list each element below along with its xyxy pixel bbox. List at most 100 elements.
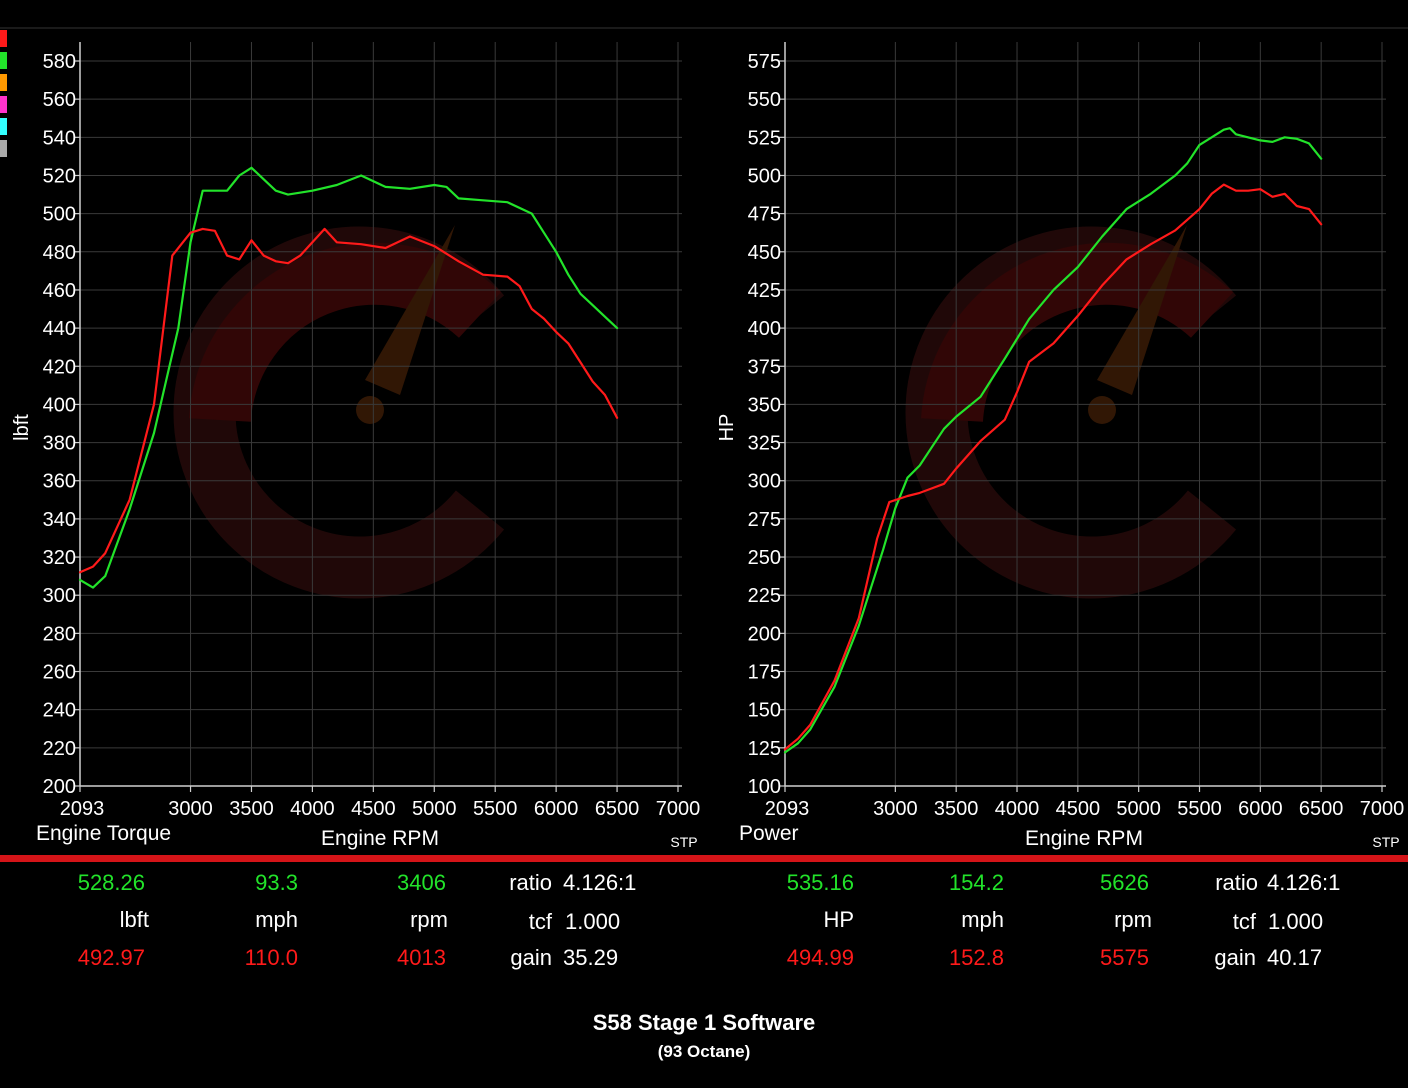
x-tick-label: 6000 xyxy=(1238,798,1283,820)
y-tick-label: 200 xyxy=(748,623,781,645)
y-tick-label: 225 xyxy=(748,585,781,607)
torque-ratio-label: ratio xyxy=(509,870,552,895)
power-b-rpm: 5575 xyxy=(1100,945,1149,970)
series-line-red xyxy=(78,227,619,574)
y-tick-label: 100 xyxy=(748,776,781,798)
y-tick-label: 540 xyxy=(43,127,76,149)
x-tick-label: 2093 xyxy=(60,798,105,820)
y-tick-label: 220 xyxy=(43,738,76,760)
torque-a-rpm: 3406 xyxy=(397,870,446,895)
power-stats: 535.16 154.2 5626 ratio 4.126:1 HP mph r… xyxy=(704,868,1408,978)
y-tick-label: 175 xyxy=(748,662,781,684)
torque-gain-value: 35.29 xyxy=(563,945,619,970)
torque-ratio-value: 4.126:1 xyxy=(563,870,637,895)
power-unit: HP xyxy=(823,907,854,932)
x-tick-label: 4500 xyxy=(351,798,396,820)
y-tick-label: 425 xyxy=(748,280,781,302)
legend-swatch xyxy=(0,118,7,135)
power-chart: 100 125 150 175 200 225 250 275 300 325 350 375 400 4… xyxy=(716,42,1404,850)
power-a-rpm: 5626 xyxy=(1100,870,1149,895)
y-tick-label: 380 xyxy=(43,433,76,455)
y-tick-label: 560 xyxy=(43,89,76,111)
power-gain-value: 40.17 xyxy=(1267,945,1323,970)
x-tick-label: 3500 xyxy=(229,798,274,820)
power-tcf-label: tcf xyxy=(1232,909,1256,934)
series-line-green xyxy=(78,166,619,589)
y-tick-label: 350 xyxy=(748,394,781,416)
torque-a-peak: 528.26 xyxy=(77,870,145,895)
x-tick-label: 2093 xyxy=(765,798,810,820)
torque-speed-unit: mph xyxy=(255,907,298,932)
x-tick-label: 4500 xyxy=(1056,798,1101,820)
y-tick-label: 340 xyxy=(43,509,76,531)
y-tick-label: 360 xyxy=(43,471,76,493)
divider-bar xyxy=(0,855,1408,862)
power-b-mph: 152.8 xyxy=(948,945,1004,970)
y-tick-label: 475 xyxy=(748,204,781,226)
legend-swatch xyxy=(0,30,7,47)
y-tick-label: 550 xyxy=(748,89,781,111)
power-a-mph: 154.2 xyxy=(948,870,1004,895)
y-tick-label: 300 xyxy=(43,585,76,607)
torque-a-mph: 93.3 xyxy=(255,870,298,895)
y-tick-label: 375 xyxy=(748,356,781,378)
x-tick-label: 6500 xyxy=(1299,798,1344,820)
y-tick-label: 275 xyxy=(748,509,781,531)
x-tick-label: 5500 xyxy=(1177,798,1222,820)
run-title: S58 Stage 1 Software xyxy=(592,1010,816,1035)
y-tick-label: 325 xyxy=(748,433,781,455)
torque-b-mph: 110.0 xyxy=(244,945,298,970)
x-tick-label: 5000 xyxy=(1116,798,1161,820)
x-tick-label: 3000 xyxy=(168,798,213,820)
torque-b-rpm: 4013 xyxy=(397,945,446,970)
power-b-peak: 494.99 xyxy=(786,945,854,970)
y-tick-label: 320 xyxy=(43,547,76,569)
torque-gain-label: gain xyxy=(510,945,552,970)
y-tick-label: 460 xyxy=(43,280,76,302)
x-axis-label: Engine RPM xyxy=(321,827,439,850)
y-tick-label: 500 xyxy=(748,165,781,187)
x-tick-label: 6000 xyxy=(534,798,579,820)
legend-swatch xyxy=(0,74,7,91)
y-tick-label: 500 xyxy=(43,204,76,226)
power-ratio-label: ratio xyxy=(1215,870,1258,895)
x-tick-label: 3000 xyxy=(873,798,918,820)
y-tick-label: 250 xyxy=(748,547,781,569)
stp-label: STP xyxy=(670,834,697,850)
y-tick-label: 525 xyxy=(748,127,781,149)
power-tcf-value: 1.000 xyxy=(1268,909,1324,934)
series-line-red xyxy=(783,183,1323,751)
chart-title: Engine Torque xyxy=(36,822,171,845)
run-subtitle: (93 Octane) xyxy=(657,1042,751,1061)
x-tick-label: 4000 xyxy=(995,798,1040,820)
y-tick-label: 450 xyxy=(748,242,781,264)
x-tick-label: 3500 xyxy=(934,798,979,820)
chart-title: Power xyxy=(739,822,799,845)
power-a-peak: 535.16 xyxy=(786,870,854,895)
x-tick-label: 7000 xyxy=(656,798,701,820)
y-tick-label: 480 xyxy=(43,242,76,264)
legend-swatch xyxy=(0,140,7,157)
watermark-logo xyxy=(905,225,1237,599)
y-tick-label: 520 xyxy=(43,165,76,187)
y-tick-label: 260 xyxy=(43,662,76,684)
torque-stats: 528.26 93.3 3406 ratio 4.126:1 lbft mph … xyxy=(0,868,704,978)
y-tick-label: 575 xyxy=(748,51,781,73)
torque-unit: lbft xyxy=(119,907,149,932)
y-axis-label: lbft xyxy=(11,414,33,441)
legend-swatch xyxy=(0,96,7,113)
power-speed-unit: mph xyxy=(961,907,1004,932)
y-tick-label: 400 xyxy=(43,394,76,416)
x-tick-label: 4000 xyxy=(290,798,335,820)
y-tick-label: 200 xyxy=(43,776,76,798)
x-tick-label: 5000 xyxy=(412,798,457,820)
watermark-logo xyxy=(173,225,505,599)
y-tick-label: 240 xyxy=(43,700,76,722)
power-rpm-unit: rpm xyxy=(1114,907,1152,932)
y-tick-label: 280 xyxy=(43,623,76,645)
torque-tcf-value: 1.000 xyxy=(565,909,621,934)
series-line-green xyxy=(783,127,1323,754)
y-tick-label: 440 xyxy=(43,318,76,340)
torque-b-peak: 492.97 xyxy=(77,945,145,970)
